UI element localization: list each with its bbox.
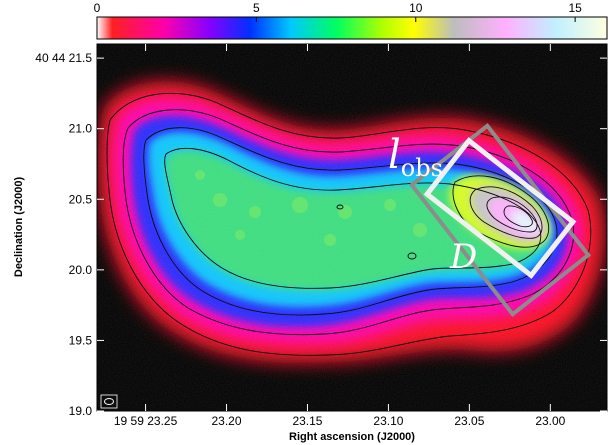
x-axis-title: Right ascension (J2000) [289, 431, 415, 443]
y-tick-label: 40 44 21.5 [35, 51, 92, 65]
colorbar-tick-label: 0 [94, 1, 101, 15]
plot-frame [96, 43, 608, 412]
y-axis-ticks: 40 44 21.5 21.0 20.5 20.0 19.5 19.0 [35, 51, 607, 418]
colorbar-tick-label: 5 [253, 1, 260, 15]
y-tick-label: 21.0 [69, 122, 93, 136]
x-tick-label: 23.15 [292, 414, 322, 428]
y-tick-label: 20.5 [69, 192, 93, 206]
y-tick-label: 19.0 [69, 404, 93, 418]
emission-map [97, 44, 607, 411]
annotation-d: D [449, 237, 477, 277]
beam-ellipse [104, 398, 114, 405]
beam-box [100, 394, 118, 409]
y-tick-label: 20.0 [69, 263, 93, 277]
colorbar [96, 16, 608, 40]
x-axis-ticks: 19 59 23.25 23.20 23.15 23.10 23.05 23.00 [114, 44, 566, 428]
annotation-l-subscript: obs [401, 154, 443, 182]
x-tick-label: 23.10 [373, 414, 403, 428]
x-tick-label: 23.00 [535, 414, 565, 428]
x-tick-label: 19 59 23.25 [114, 414, 178, 428]
x-tick-label: 23.05 [454, 414, 484, 428]
observed-box [423, 137, 577, 279]
x-tick-label: 23.20 [212, 414, 242, 428]
annotation-l-obs: lobs [388, 132, 443, 182]
y-axis-title: Declination (J2000) [13, 177, 25, 278]
colorbar-ticks: 0 5 10 15 [94, 1, 582, 22]
deprojected-box [408, 123, 592, 317]
y-tick-label: 19.5 [69, 333, 93, 347]
annotation-l-symbol: l [388, 132, 401, 178]
colorbar-tick-label: 10 [409, 1, 423, 15]
colorbar-tick-label: 15 [568, 1, 582, 15]
